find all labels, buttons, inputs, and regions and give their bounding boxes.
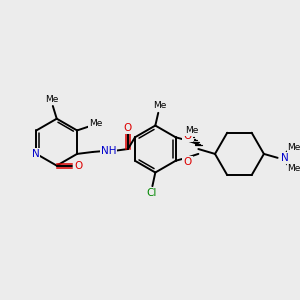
Text: Me: Me [185,126,198,135]
Text: Cl: Cl [146,188,157,198]
Text: Me: Me [287,142,300,152]
Text: NH: NH [100,146,116,156]
Text: Me: Me [287,164,300,173]
Text: Me: Me [89,119,102,128]
Text: N: N [280,153,288,163]
Text: O: O [124,122,132,133]
Text: O: O [74,161,82,171]
Text: N: N [32,149,39,159]
Text: Me: Me [45,94,58,103]
Text: O: O [183,157,191,167]
Text: O: O [183,131,191,141]
Text: Me: Me [154,101,167,110]
